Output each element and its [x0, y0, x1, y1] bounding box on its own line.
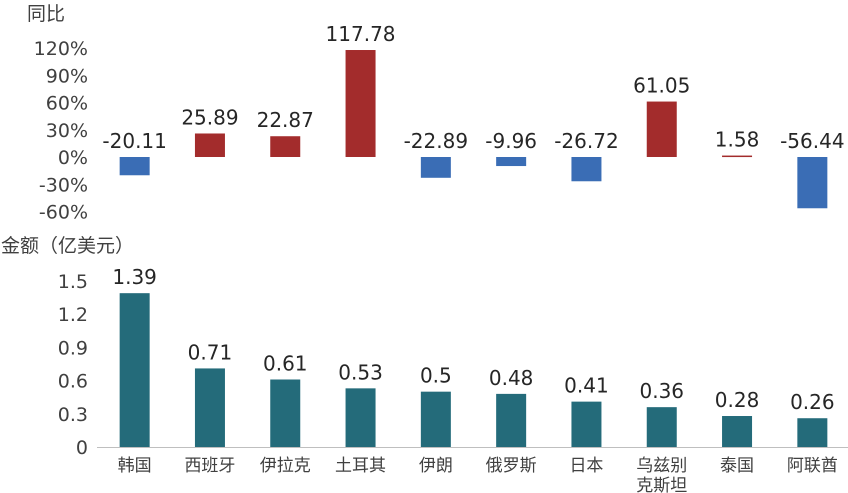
bottom-bar	[797, 418, 828, 447]
bottom-data-label: 0.53	[338, 360, 383, 384]
x-category-label: 乌兹别克斯坦	[636, 456, 687, 493]
top-data-label: -9.96	[485, 129, 537, 153]
bottom-bars	[119, 293, 828, 447]
top-y-tick-label: 90%	[46, 65, 88, 87]
x-category-label: 西班牙	[184, 456, 235, 476]
bottom-y-ticks: 1.5 1.2 0.9 0.6 0.3 0	[58, 271, 88, 459]
bottom-bar	[119, 293, 150, 447]
bottom-y-axis-title: 金额（亿美元）	[1, 235, 134, 257]
top-bars	[119, 50, 828, 209]
bottom-data-label: 0.26	[790, 390, 835, 414]
x-category-label: 土耳其	[335, 456, 386, 476]
top-y-axis-title: 同比	[27, 3, 65, 25]
x-category-label: 伊朗	[419, 456, 453, 476]
top-bar	[119, 157, 150, 176]
amount-chart: 金额（亿美元） 1.5 1.2 0.9 0.6 0.3 0 1.39 0.71 0.61 0.5…	[1, 235, 848, 493]
bottom-bar	[496, 393, 527, 447]
top-data-label: -26.72	[554, 129, 618, 153]
x-category-label: 韩国	[118, 456, 152, 476]
top-y-tick-label: -30%	[39, 174, 88, 196]
top-data-label: -20.11	[102, 129, 166, 153]
x-category-label: 阿联酋	[787, 456, 838, 476]
bottom-data-label: 0.71	[188, 340, 233, 364]
top-data-label: 1.58	[715, 128, 760, 152]
bottom-data-label: 0.61	[263, 351, 308, 375]
top-y-tick-label: -60%	[39, 202, 88, 224]
bottom-bar	[420, 391, 451, 447]
top-data-label: -56.44	[780, 129, 844, 153]
bottom-y-tick-label: 0.6	[58, 371, 88, 393]
top-data-label: 22.87	[257, 108, 314, 132]
top-data-labels: -20.11 25.89 22.87 117.78 -22.89 -9.96 -26.72 6…	[102, 22, 844, 153]
bottom-data-label: 0.48	[489, 366, 534, 390]
top-y-tick-label: 0%	[58, 147, 88, 169]
bottom-data-label: 0.28	[715, 388, 760, 412]
bottom-bar	[270, 379, 301, 447]
bottom-data-label: 0.36	[639, 379, 684, 403]
bottom-bar	[345, 388, 376, 447]
top-bar	[571, 157, 602, 182]
bottom-data-label: 1.39	[112, 265, 157, 289]
top-bar	[270, 136, 301, 157]
top-data-label: 117.78	[326, 22, 396, 46]
top-bar	[345, 50, 376, 158]
top-bar	[797, 157, 828, 209]
bottom-data-label: 0.5	[420, 364, 452, 388]
top-y-ticks: 120% 90% 60% 30% 0% -30% -60%	[34, 38, 88, 224]
bottom-bar	[571, 401, 602, 447]
top-y-tick-label: 120%	[34, 38, 88, 60]
top-data-label: 25.89	[181, 105, 238, 129]
top-bar	[722, 155, 753, 158]
top-y-tick-label: 30%	[46, 120, 88, 142]
bottom-bar	[194, 368, 225, 447]
bottom-bar	[722, 416, 753, 447]
top-y-tick-label: 60%	[46, 93, 88, 115]
x-category-label: 俄罗斯	[486, 456, 537, 476]
yoy-growth-chart: 同比 120% 90% 60% 30% 0% -30% -60% -20.11 25.89 22…	[27, 3, 845, 224]
bottom-y-tick-label: 1.2	[58, 304, 88, 326]
bottom-data-labels: 1.39 0.71 0.61 0.53 0.5 0.48 0.41 0.36 0.28 0.26	[112, 265, 834, 414]
x-category-labels: 韩国 西班牙 伊拉克 土耳其 伊朗 俄罗斯 日本 乌兹别克斯坦 泰国 阿联酋	[118, 456, 838, 493]
bottom-y-tick-label: 1.5	[58, 271, 88, 293]
bottom-data-label: 0.41	[564, 374, 609, 398]
bottom-y-tick-label: 0	[76, 437, 88, 459]
bottom-bar	[646, 407, 677, 447]
top-bar	[194, 133, 225, 157]
bottom-y-tick-label: 0.3	[58, 404, 88, 426]
top-bar	[646, 101, 677, 157]
bottom-y-tick-label: 0.9	[58, 337, 88, 359]
x-category-label: 日本	[569, 456, 603, 476]
x-category-label: 泰国	[720, 456, 754, 476]
top-data-label: -22.89	[404, 129, 468, 153]
x-category-label: 伊拉克	[260, 456, 311, 476]
top-data-label: 61.05	[633, 74, 690, 98]
top-bar	[420, 157, 451, 178]
top-bar	[496, 157, 527, 167]
